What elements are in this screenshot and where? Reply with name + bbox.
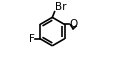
Text: Br: Br — [54, 2, 66, 12]
Text: O: O — [69, 20, 77, 29]
Text: F: F — [29, 34, 35, 44]
